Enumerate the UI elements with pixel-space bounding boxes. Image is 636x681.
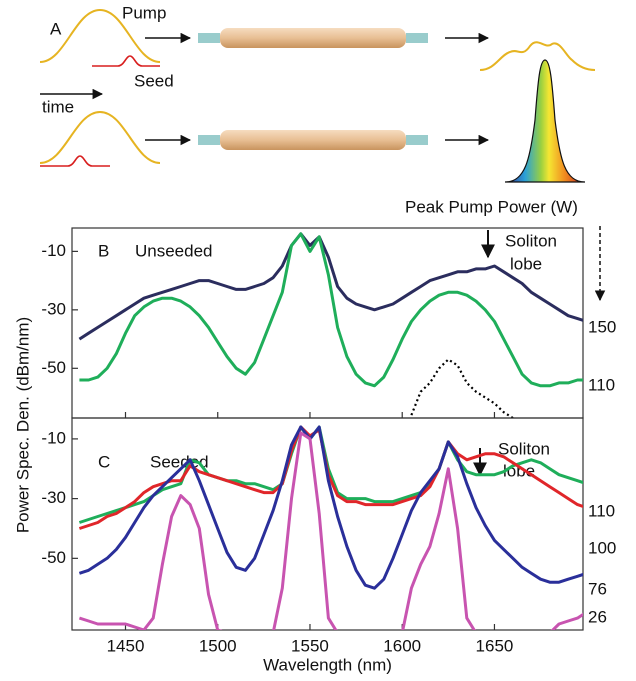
fiber-end <box>406 135 428 145</box>
seed-label: Seed <box>134 71 174 90</box>
schematic: A Pump Seed time <box>39 3 596 183</box>
time-label: time <box>42 97 74 116</box>
seed-pulse <box>40 155 110 167</box>
panel-label: B <box>98 241 109 260</box>
series-group <box>78 425 583 630</box>
x-tick-label: 1550 <box>291 636 329 655</box>
y-tick-label: -10 <box>41 241 66 260</box>
annotation: Unseeded <box>135 241 213 260</box>
fiber-end <box>198 135 220 145</box>
seed-pulse <box>92 55 160 67</box>
series-line <box>78 232 583 341</box>
plot-frame <box>71 417 584 631</box>
y-tick-label: -50 <box>41 548 66 567</box>
y-tick-label: -10 <box>41 428 66 447</box>
legend-entry: 26 <box>588 607 607 626</box>
plots: -10 -30 -50 B Unseeded Soliton lobe 150 110 -10 -3… <box>41 227 616 674</box>
broadened-pulse <box>479 41 596 71</box>
soliton-spectrum <box>504 59 586 183</box>
panel-label: C <box>98 452 110 471</box>
y-tick-label: -30 <box>41 299 66 318</box>
lobe-label: lobe <box>510 254 542 273</box>
x-tick-label: 1450 <box>107 636 145 655</box>
series-line <box>78 425 583 590</box>
fiber <box>220 130 406 150</box>
x-axis-label: Wavelength (nm) <box>263 655 392 674</box>
x-tick-label: 1500 <box>199 636 237 655</box>
panel-label: A <box>50 19 62 38</box>
legend-entry: 76 <box>588 579 607 598</box>
y-tick-label: -30 <box>41 488 66 507</box>
series-line <box>78 431 583 630</box>
series-group <box>78 232 583 418</box>
legend-entry: 100 <box>588 538 616 557</box>
legend-entry: 110 <box>588 375 615 394</box>
y-axis-label: Power Spec. Den. (dBm/nm) <box>13 317 32 533</box>
fiber <box>220 28 406 48</box>
fiber-end <box>198 33 220 43</box>
x-tick-label: 1600 <box>383 636 421 655</box>
legend-entry: 150 <box>588 317 616 336</box>
fiber-end <box>406 33 428 43</box>
x-tick-label: 1650 <box>476 636 514 655</box>
lobe-label: Soliton <box>505 231 557 250</box>
legend-entry: 110 <box>588 501 615 520</box>
legend-title: Peak Pump Power (W) <box>405 197 578 216</box>
pump-pulse <box>39 8 161 63</box>
lobe-label: Soliton <box>498 439 550 458</box>
series-line <box>78 425 583 524</box>
pump-label: Pump <box>122 3 166 22</box>
pump-pulse <box>39 110 161 164</box>
series-line <box>79 232 583 388</box>
series-line <box>410 358 514 418</box>
y-tick-label: -50 <box>41 358 66 377</box>
